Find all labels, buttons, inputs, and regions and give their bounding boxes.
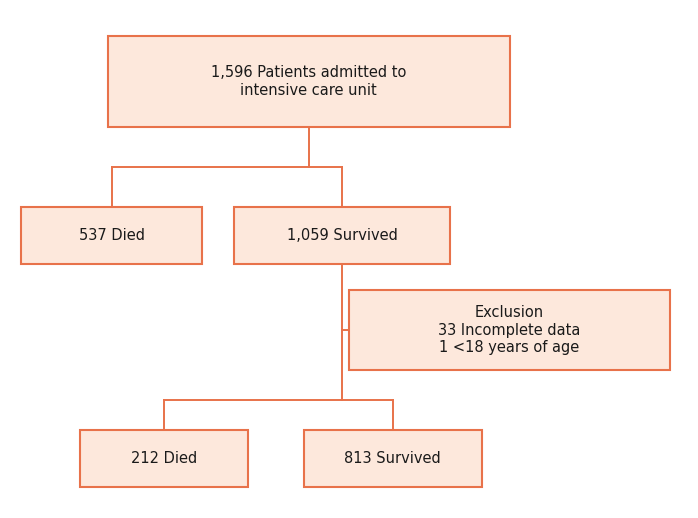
Text: 1,596 Patients admitted to
intensive care unit: 1,596 Patients admitted to intensive car… xyxy=(211,65,406,98)
Text: 537 Died: 537 Died xyxy=(79,228,144,243)
FancyBboxPatch shape xyxy=(21,207,202,264)
FancyBboxPatch shape xyxy=(234,207,450,264)
FancyBboxPatch shape xyxy=(304,430,482,487)
Text: 1,059 Survived: 1,059 Survived xyxy=(287,228,397,243)
FancyBboxPatch shape xyxy=(80,430,248,487)
Text: 212 Died: 212 Died xyxy=(131,451,197,466)
Text: Exclusion
33 Incomplete data
1 <18 years of age: Exclusion 33 Incomplete data 1 <18 years… xyxy=(438,305,581,355)
Text: 813 Survived: 813 Survived xyxy=(344,451,441,466)
FancyBboxPatch shape xyxy=(108,36,510,127)
FancyBboxPatch shape xyxy=(349,290,670,370)
